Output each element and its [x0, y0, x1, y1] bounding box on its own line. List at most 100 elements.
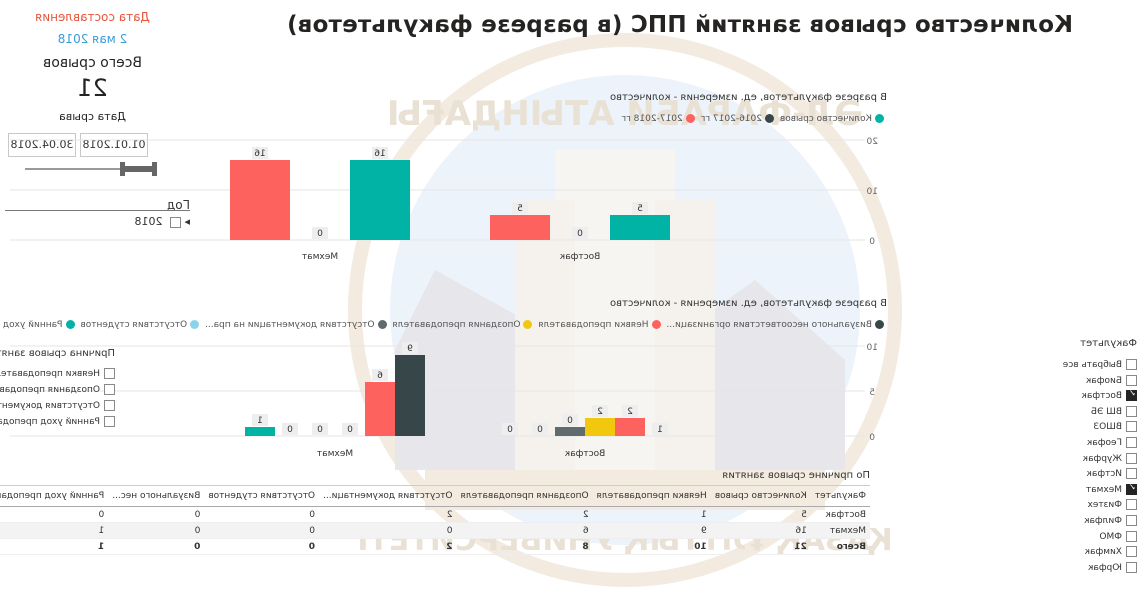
col-header[interactable]: Ранний уход преподавателя [0, 485, 109, 507]
bar-value-label: 0 [347, 425, 353, 435]
bar-vostfak-2[interactable] [490, 215, 550, 240]
table-row[interactable]: Мехмат 16 9 6 0 0 0 1 [0, 522, 870, 539]
col-header[interactable]: Факультет [810, 485, 870, 507]
table-cell: Всего [810, 538, 870, 555]
top-chart-legend: Количество срывов 2016-2017 гг 2017-2018… [621, 114, 887, 124]
faculty-item[interactable]: ВШ ЭБ [1091, 405, 1137, 417]
bar-mehmat-1[interactable] [365, 382, 395, 436]
checked-checkbox-icon[interactable] [1126, 483, 1137, 495]
bar-mehmat-0[interactable] [395, 355, 425, 436]
table-cell: 1 [0, 538, 109, 555]
report-date-label: Дата составления [35, 10, 150, 24]
table-cell: 0 [204, 506, 320, 523]
col-header[interactable]: Опоздания преподавателя [456, 485, 593, 507]
faculty-item[interactable]: Филфак [1084, 515, 1137, 526]
table-cell: 2 [319, 538, 457, 555]
faculty-item[interactable]: Химфак [1084, 546, 1137, 558]
checkbox-icon[interactable] [1126, 561, 1137, 573]
reason-item[interactable]: Ранний уход преподавателя [0, 416, 115, 427]
bar-vostfak-3[interactable] [555, 427, 585, 436]
legend-label: Отсутствия документации на пра... [204, 320, 375, 330]
col-header[interactable]: Количество срывов [710, 485, 811, 507]
reason-label: Опоздания преподавателя [0, 385, 100, 395]
x-axis-label-vostfak: Востфак [559, 252, 600, 262]
faculty-item[interactable]: ФМО [1099, 530, 1137, 542]
faculty-label: Филфак [1084, 516, 1122, 526]
faculty-item[interactable]: Физтех [1087, 499, 1137, 511]
watermark-top-text: ӘЛ-ФАРАБИ АТЫНДАҒЫ [387, 94, 863, 134]
bar-mehmat-5[interactable] [245, 427, 275, 436]
bar-value-label-bg [402, 342, 418, 354]
bar-value-label-bg [622, 405, 638, 417]
checkbox-icon[interactable] [1126, 421, 1137, 433]
checkbox-icon[interactable] [1126, 452, 1137, 464]
bar-mehmat-0[interactable] [350, 160, 410, 240]
checkbox-icon[interactable] [1126, 546, 1137, 558]
faculty-item[interactable]: Мехмат [1086, 483, 1137, 495]
table-row[interactable]: Востфак 5 1 2 2 0 0 0 [0, 506, 870, 523]
bar-value-label-bg [512, 202, 528, 214]
faculty-item[interactable]: Биофак [1086, 374, 1137, 386]
col-header[interactable]: Визуального нес... [108, 485, 205, 507]
faculty-item[interactable]: Выбрать все [1063, 359, 1137, 370]
table-cell: Мехмат [810, 522, 870, 539]
table-cell: 0 [108, 538, 205, 555]
checkbox-icon[interactable] [1126, 515, 1137, 526]
bar-vostfak-0[interactable] [610, 215, 670, 240]
checkbox-icon[interactable] [1126, 359, 1137, 370]
legend-dot-icon [765, 114, 775, 123]
y-axis-tick: 20 [866, 137, 878, 147]
legend-label: Визуального несоответствия организаци... [666, 320, 872, 330]
checked-checkbox-icon[interactable] [1126, 390, 1137, 402]
top-chart-title: В разрезе факультетов, ед. измерения - к… [610, 92, 887, 103]
col-header[interactable]: Неявки преподавателя [592, 485, 711, 507]
table-cell: 16 [710, 522, 811, 539]
bar-value-label: 5 [637, 204, 643, 214]
legend-dot-icon [190, 320, 200, 329]
legend-dot-icon [65, 320, 75, 329]
checkbox-icon[interactable] [1126, 437, 1137, 448]
reason-item[interactable]: Отсутствия документации н... [0, 400, 115, 411]
bar-value-label-bg [502, 423, 518, 435]
table-cell: 0 [108, 522, 205, 539]
total-disruptions-label: Всего срывов [43, 55, 142, 71]
faculty-item[interactable]: Востфак [1081, 390, 1137, 402]
bar-value-label-bg [372, 369, 388, 381]
bar-mehmat-2[interactable] [230, 160, 290, 240]
faculty-item[interactable]: Геофак [1087, 437, 1137, 448]
checkbox-icon[interactable] [1126, 405, 1137, 417]
checkbox-icon[interactable] [1126, 374, 1137, 386]
table-cell: 0 [319, 522, 457, 539]
table-cell: Востфак [810, 506, 870, 523]
table-cell: 0 [108, 506, 205, 523]
col-header[interactable]: Отсутствия документаци... [319, 485, 457, 507]
faculty-item[interactable]: Журфак [1083, 452, 1137, 464]
legend-dot-icon [523, 320, 533, 329]
checkbox-icon[interactable] [1126, 468, 1137, 480]
col-header[interactable]: Отсутствия студентов [204, 485, 320, 507]
bar-value-label: 0 [577, 229, 583, 239]
y-axis-tick: 5 [869, 388, 875, 398]
checkbox-icon[interactable] [1126, 530, 1137, 542]
bar-value-label: 0 [567, 416, 573, 426]
x-axis-label-mehmat: Мехмат [302, 252, 338, 262]
table-cell: 6 [456, 522, 593, 539]
total-disruptions-value: 21 [77, 74, 108, 102]
faculty-item[interactable]: ВШОЗ [1093, 421, 1137, 433]
faculty-item[interactable]: Юрфак [1088, 561, 1137, 573]
bar-value-label: 1 [657, 425, 663, 435]
faculty-label: Химфак [1084, 547, 1122, 558]
legend-item-prev: 2016-2017 гг [701, 114, 777, 124]
bar-vostfak-1[interactable] [615, 418, 645, 436]
faculty-label: Физтех [1087, 500, 1123, 511]
table-cell: 9 [592, 522, 711, 539]
reason-item[interactable]: Опоздания преподавателя [0, 384, 115, 395]
bar-value-label-bg [532, 423, 548, 435]
reason-item[interactable]: Неявки преподавателя [0, 368, 115, 379]
bar-value-label-bg [572, 227, 588, 239]
bar-vostfak-2[interactable] [585, 418, 615, 436]
checkbox-icon[interactable] [1126, 499, 1137, 511]
bar-value-label-bg [252, 147, 268, 159]
x-axis-label-mehmat: Мехмат [317, 449, 353, 459]
faculty-item[interactable]: Истфак [1086, 468, 1137, 480]
